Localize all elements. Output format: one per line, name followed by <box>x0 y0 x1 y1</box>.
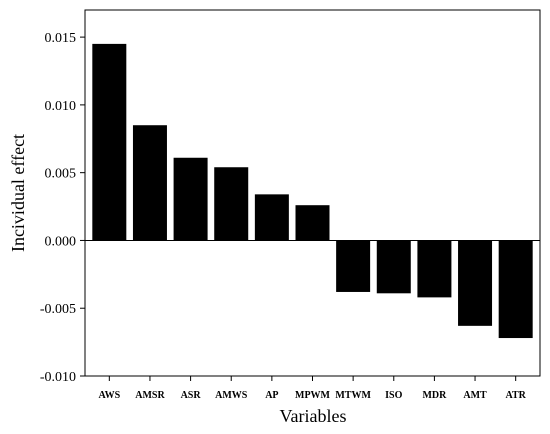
x-axis-title: Variables <box>280 406 347 426</box>
bar-mdr <box>417 240 452 298</box>
x-tick-label: AP <box>265 390 278 401</box>
bars <box>92 43 533 339</box>
y-tick-label: -0.010 <box>40 370 76 385</box>
bar-atr <box>498 240 533 339</box>
bar-iso <box>376 240 411 294</box>
y-tick-label: 0.005 <box>45 167 77 182</box>
x-tick-label: MDR <box>422 390 447 401</box>
y-axis: -0.010 -0.005 0.000 0.005 0.010 0.015 <box>40 31 85 385</box>
x-tick-label: AWS <box>98 390 120 401</box>
x-axis: AWS AMSR ASR AMWS AP MPWM MTWM ISO MDR AMT ATR <box>98 376 527 401</box>
x-tick-label: AMSR <box>135 390 165 401</box>
y-tick-label: 0.015 <box>45 31 77 46</box>
bar-asr <box>173 157 208 241</box>
bar-mpwm <box>295 205 330 241</box>
y-tick-label: 0.010 <box>45 99 77 114</box>
y-axis-title: Incividual effect <box>8 134 28 252</box>
x-tick-label: ISO <box>385 390 402 401</box>
bar-amsr <box>132 125 167 241</box>
x-tick-label: MTWM <box>335 390 371 401</box>
x-tick-label: MPWM <box>295 390 331 401</box>
bar-amws <box>214 167 249 241</box>
bar-ap <box>254 194 289 241</box>
y-tick-label: 0.000 <box>45 234 77 249</box>
bar-amt <box>458 240 493 326</box>
x-tick-label: AMT <box>463 390 487 401</box>
bar-aws <box>92 43 127 241</box>
bar-mtwm <box>336 240 371 292</box>
x-tick-label: ASR <box>181 390 202 401</box>
x-tick-label: ATR <box>505 390 526 401</box>
x-tick-label: AMWS <box>215 390 248 401</box>
y-tick-label: -0.005 <box>40 302 76 317</box>
